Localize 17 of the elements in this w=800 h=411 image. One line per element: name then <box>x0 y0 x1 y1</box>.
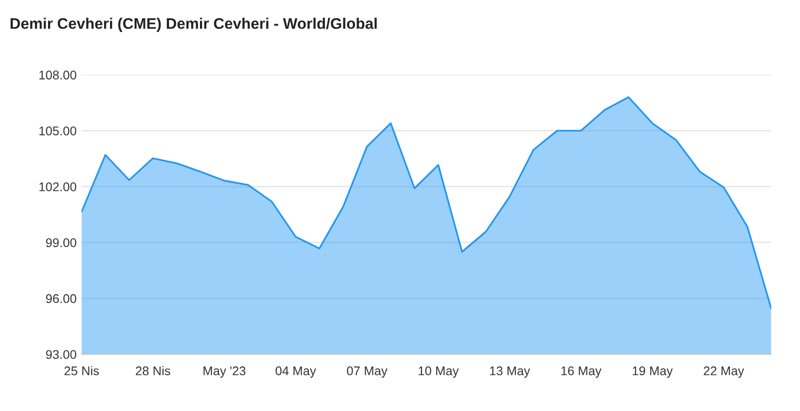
x-tick-label: 19 May <box>632 366 673 378</box>
y-tick-label: 99.00 <box>46 238 76 248</box>
x-tick-label: 22 May <box>704 366 744 378</box>
y-tick-label: 93.00 <box>46 350 76 359</box>
x-tick-label: May '23 <box>204 366 246 378</box>
y-tick-label: 108.00 <box>39 70 76 80</box>
chart-title: Demir Cevheri (CME) Demir Cevheri - World/Global <box>10 18 377 32</box>
x-tick-label: 07 May <box>346 366 388 378</box>
x-tick-label: 25 Nis <box>64 366 99 376</box>
y-tick-label: 96.00 <box>46 294 76 304</box>
x-tick-label: 04 May <box>276 366 316 378</box>
x-tick-label: 13 May <box>490 366 530 378</box>
x-tick-label: 28 Nis <box>136 366 170 376</box>
x-tick-label: 10 May <box>418 366 459 378</box>
y-tick-label: 102.00 <box>39 182 76 192</box>
y-tick-label: 105.00 <box>39 126 76 136</box>
x-tick-label: 16 May <box>561 366 602 378</box>
